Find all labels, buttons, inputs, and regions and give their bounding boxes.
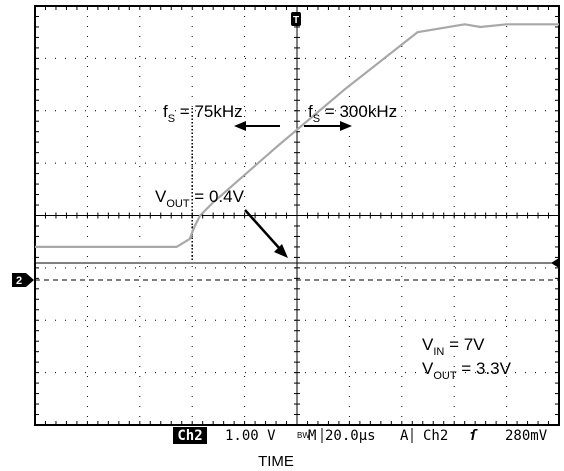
svg-text:2: 2 (16, 275, 22, 287)
trigger-level-marker (551, 258, 559, 268)
status-mode: M (308, 428, 316, 444)
status-trigger-source: Ch2 (423, 428, 448, 444)
trigger-position-marker: T (291, 12, 301, 26)
fs-right-label: fS = 300kHz (308, 102, 397, 125)
status-scale: 1.00 V (225, 428, 276, 444)
vout-label: VOUT = 3.3V (422, 359, 512, 382)
x-axis-label: TIME (258, 453, 294, 470)
center-axes (34, 5, 560, 426)
vout-threshold-label: VOUT = 0.4V (155, 187, 245, 210)
arrow-right (304, 121, 352, 131)
svg-text:T: T (293, 15, 299, 26)
status-channel: Ch2 (177, 428, 202, 444)
fs-left-label: fS = 75kHz (163, 102, 243, 125)
channel-2-marker: 2 (12, 273, 34, 287)
vin-label: VIN = 7V (422, 335, 485, 358)
status-trigger-slope: ſ (469, 428, 478, 444)
status-bar: Ch2 1.00 V BW M 20.0µs A Ch2 ſ 280mV (173, 427, 548, 444)
arrow-left (234, 121, 280, 131)
status-timebase: 20.0µs (325, 428, 376, 444)
status-trigger-mode: A (400, 428, 409, 444)
status-bw-mark: BW (297, 431, 310, 440)
arrow-vout-pointer (244, 209, 288, 258)
trace-ch2 (35, 23, 559, 248)
status-trigger-level: 280mV (505, 428, 548, 444)
